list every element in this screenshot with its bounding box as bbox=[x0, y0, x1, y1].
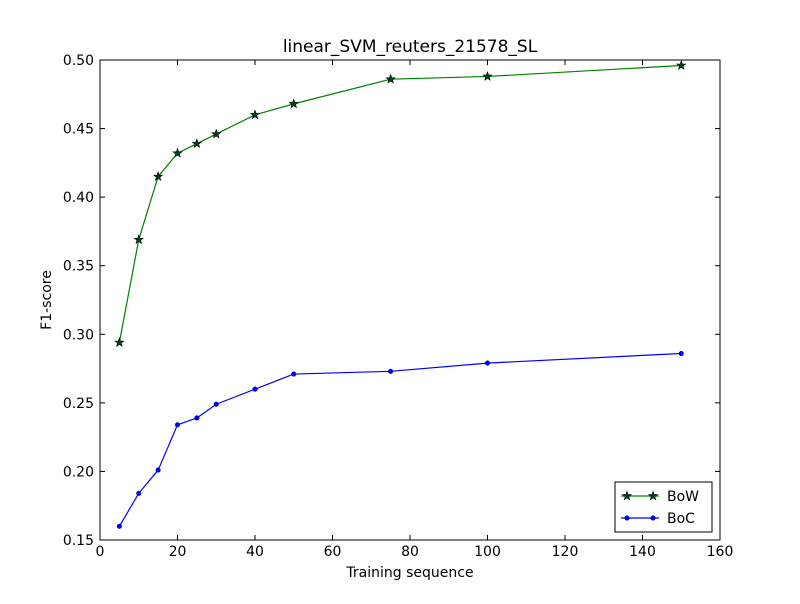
data-point-boc bbox=[291, 371, 297, 377]
data-point-bow bbox=[211, 128, 222, 139]
data-point-boc bbox=[155, 467, 161, 473]
y-tick-label: 0.30 bbox=[63, 327, 94, 343]
x-tick-label: 120 bbox=[552, 544, 579, 560]
y-tick-label: 0.50 bbox=[63, 53, 94, 69]
x-tick-label: 20 bbox=[169, 544, 187, 560]
data-point-bow bbox=[133, 234, 144, 245]
x-tick-label: 40 bbox=[246, 544, 264, 560]
data-point-boc bbox=[484, 360, 491, 366]
legend-marker-boc bbox=[650, 515, 656, 521]
data-point-bow bbox=[152, 171, 164, 181]
data-point-bow bbox=[114, 337, 125, 347]
data-point-bow bbox=[191, 138, 203, 149]
y-tick-label: 0.25 bbox=[63, 396, 94, 412]
series-boc bbox=[116, 350, 684, 529]
data-point-bow bbox=[288, 98, 299, 109]
y-tick-label: 0.15 bbox=[63, 533, 94, 549]
data-point-bow bbox=[249, 109, 261, 120]
legend-entry-bow: BoW bbox=[621, 489, 699, 505]
legend-box bbox=[614, 481, 713, 533]
data-point-boc bbox=[116, 523, 122, 529]
data-point-bow bbox=[482, 70, 493, 81]
legend-marker-bow bbox=[647, 490, 659, 501]
x-tick-label: 160 bbox=[707, 544, 734, 560]
x-tick-label: 0 bbox=[96, 544, 105, 560]
x-tick-label: 60 bbox=[324, 544, 342, 560]
data-point-boc bbox=[194, 415, 200, 421]
data-point-boc bbox=[252, 386, 258, 392]
series-layer bbox=[114, 60, 687, 529]
y-tick-label: 0.45 bbox=[63, 122, 94, 138]
plot-area bbox=[100, 60, 720, 540]
data-point-bow bbox=[172, 147, 183, 158]
data-point-boc bbox=[213, 401, 219, 407]
legend-label-boc: BoC bbox=[667, 511, 695, 527]
y-tick-label: 0.20 bbox=[63, 464, 94, 480]
legend: BoW BoC bbox=[614, 481, 713, 533]
data-point-bow bbox=[385, 73, 396, 84]
y-axis: 0.15 0.20 0.25 0.30 0.35 0.40 0.45 0.50 bbox=[63, 53, 720, 549]
legend-marker-boc bbox=[624, 515, 630, 521]
y-tick-label: 0.40 bbox=[63, 190, 94, 206]
x-tick-label: 140 bbox=[629, 544, 656, 560]
y-axis-label: F1-score bbox=[39, 270, 55, 330]
data-point-bow bbox=[676, 60, 687, 70]
x-axis-label: Training sequence bbox=[345, 565, 473, 581]
chart-title: linear_SVM_reuters_21578_SL bbox=[283, 37, 538, 57]
x-axis: 0 20 40 60 80 100 120 140 160 bbox=[96, 60, 734, 560]
legend-entry-boc: BoC bbox=[621, 511, 695, 527]
data-point-boc bbox=[678, 350, 684, 357]
data-point-boc bbox=[136, 490, 142, 496]
y-tick-label: 0.35 bbox=[63, 259, 94, 275]
data-point-boc bbox=[174, 422, 181, 428]
series-bow bbox=[114, 60, 687, 347]
legend-label-bow: BoW bbox=[667, 489, 699, 505]
data-point-boc bbox=[388, 368, 394, 374]
x-tick-label: 100 bbox=[474, 544, 501, 560]
legend-marker-bow bbox=[621, 490, 633, 501]
x-tick-label: 80 bbox=[401, 544, 419, 560]
